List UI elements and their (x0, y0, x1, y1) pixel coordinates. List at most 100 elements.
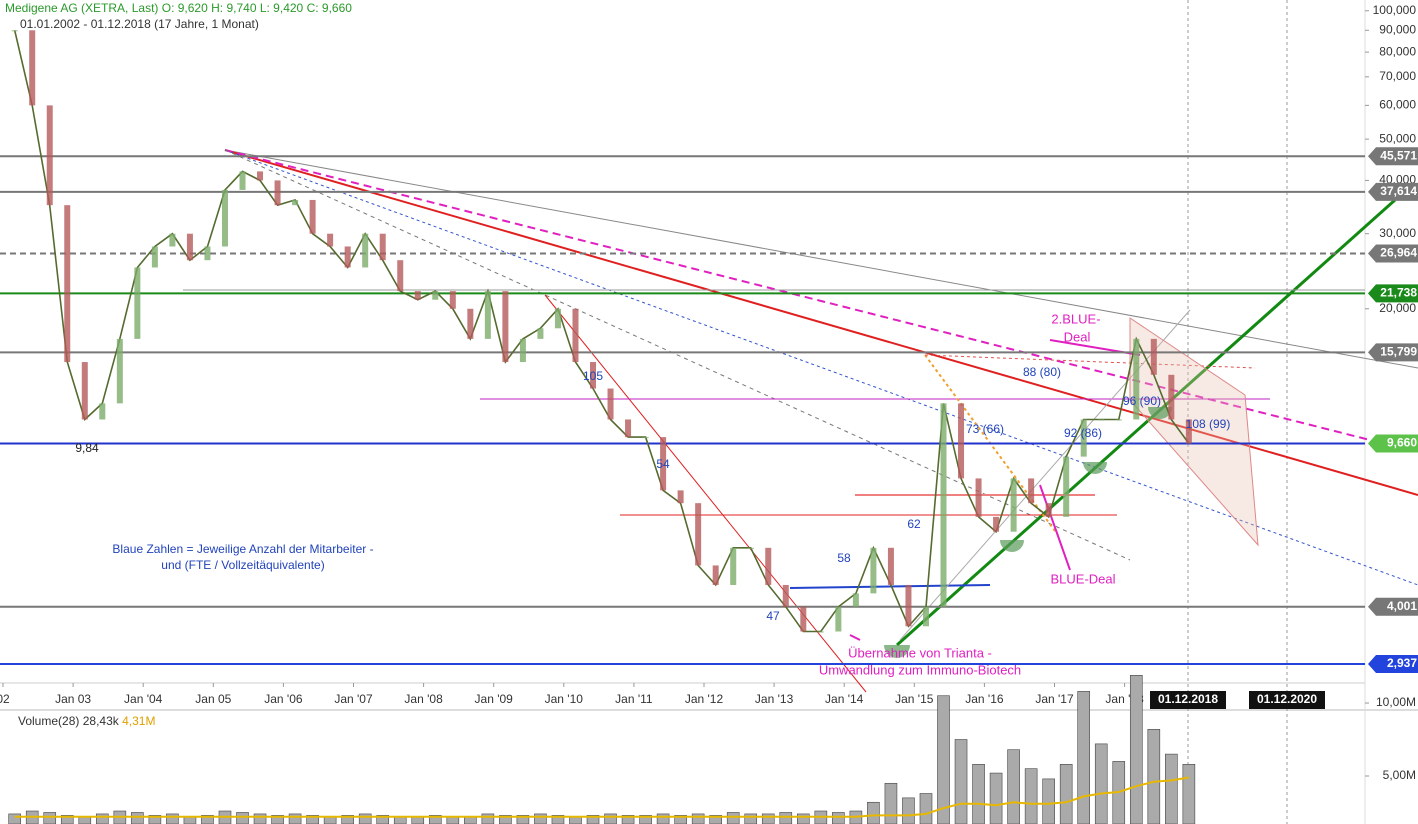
candle (46, 105, 53, 206)
annotation: 105 (583, 369, 603, 383)
volume-bar (464, 816, 477, 824)
y-tick-label: 50,000 (1379, 131, 1416, 145)
candle (730, 547, 737, 585)
candle (484, 291, 491, 339)
volume-bar (1042, 778, 1055, 824)
y-tick-label: 90,000 (1379, 22, 1416, 36)
volume-bar (201, 815, 214, 824)
level-tag (1368, 147, 1418, 166)
level-label: 9,660 (1387, 436, 1417, 450)
candle (221, 189, 228, 247)
level-label: 26,964 (1380, 246, 1417, 260)
candle (1010, 478, 1017, 532)
candle (257, 171, 264, 181)
volume-bar (586, 815, 600, 824)
annotation: 9,84 (75, 441, 99, 455)
annotation: Blaue Zahlen = Jeweilige Anzahl der Mita… (112, 542, 373, 556)
volume-bar (902, 797, 915, 824)
open: O: 9,620 (162, 1, 208, 15)
candle (169, 233, 176, 247)
y-tick-label: 60,000 (1379, 98, 1416, 112)
volume-bar (236, 812, 249, 824)
level-tag (1368, 343, 1418, 362)
candle (852, 593, 859, 607)
level-label: 21,738 (1380, 286, 1417, 300)
volume-bar (534, 813, 547, 824)
candle (677, 490, 684, 504)
volume-bar (1147, 728, 1161, 824)
candle (362, 233, 369, 268)
annotation: Deal (1064, 329, 1091, 344)
volume-bar (358, 813, 372, 824)
candle (449, 291, 456, 309)
annotation: und (FTE / Vollzeitäquivalente) (161, 558, 324, 572)
close: C: 9,660 (307, 1, 353, 15)
candle (116, 338, 123, 404)
candle (958, 403, 965, 479)
volume-bar (60, 815, 74, 824)
volume-bar (604, 813, 617, 824)
volume-bar (639, 815, 652, 824)
candle (274, 180, 281, 206)
volume-bar (288, 813, 302, 824)
candle (1098, 419, 1105, 421)
candle (940, 403, 947, 607)
volume-bar (341, 815, 354, 824)
volume-bar (411, 816, 425, 824)
volume-tick-label: 5,00M (1383, 768, 1416, 782)
candle (1133, 338, 1140, 420)
volume-bar (499, 815, 512, 824)
volume-bar (43, 812, 57, 824)
candle (870, 547, 877, 594)
candle (1045, 503, 1052, 517)
x-tick-label: Jan '13 (755, 692, 794, 706)
candle (186, 233, 193, 261)
y-tick-label: 30,000 (1379, 226, 1416, 240)
level-label: 2,937 (1387, 656, 1417, 670)
volume-bar (797, 813, 810, 824)
volume-bar (1007, 749, 1020, 824)
volume-bar (1094, 743, 1108, 824)
volume-bar (446, 816, 460, 824)
volume-bar (78, 816, 92, 824)
level-tag (1368, 654, 1418, 673)
candle (379, 233, 386, 261)
volume-bar (954, 739, 968, 824)
level-label: 45,571 (1380, 148, 1417, 162)
x-tick-label: Jan 03 (55, 692, 91, 706)
candle (81, 362, 88, 420)
volume-bar (779, 812, 793, 824)
volume-bar (884, 782, 898, 824)
candle (344, 246, 351, 268)
candle (1063, 456, 1070, 517)
x-tick-label: Jan '07 (334, 692, 373, 706)
annotation: 88 (80) (1023, 365, 1061, 379)
level-tag (1368, 244, 1418, 263)
x-tick-label: Jan '04 (124, 692, 163, 706)
volume-bar (709, 815, 722, 824)
volume-bar (1077, 691, 1091, 824)
candle (765, 547, 772, 585)
candle (151, 246, 158, 268)
volume-current: 28,43k (83, 714, 120, 728)
level-label: 15,799 (1380, 345, 1417, 359)
y-tick-label: 70,000 (1379, 69, 1416, 83)
volume-bar (1165, 753, 1178, 824)
y-tick-label: 100,000 (1373, 3, 1417, 17)
candle (975, 478, 982, 517)
candle (29, 30, 36, 106)
candle (64, 205, 71, 363)
candle (1028, 478, 1035, 504)
x-tick-label: Jan '16 (965, 692, 1004, 706)
candle (467, 308, 474, 339)
date-tag (1150, 691, 1226, 709)
candle (642, 437, 649, 439)
candle (817, 631, 824, 633)
annotation: Übernahme von Trianta - (848, 645, 992, 660)
volume-bar (621, 815, 635, 824)
volume-bar (148, 815, 162, 824)
volume-bar (972, 764, 985, 824)
candle (660, 437, 667, 491)
candle (887, 547, 894, 585)
volume-bar (481, 813, 495, 824)
